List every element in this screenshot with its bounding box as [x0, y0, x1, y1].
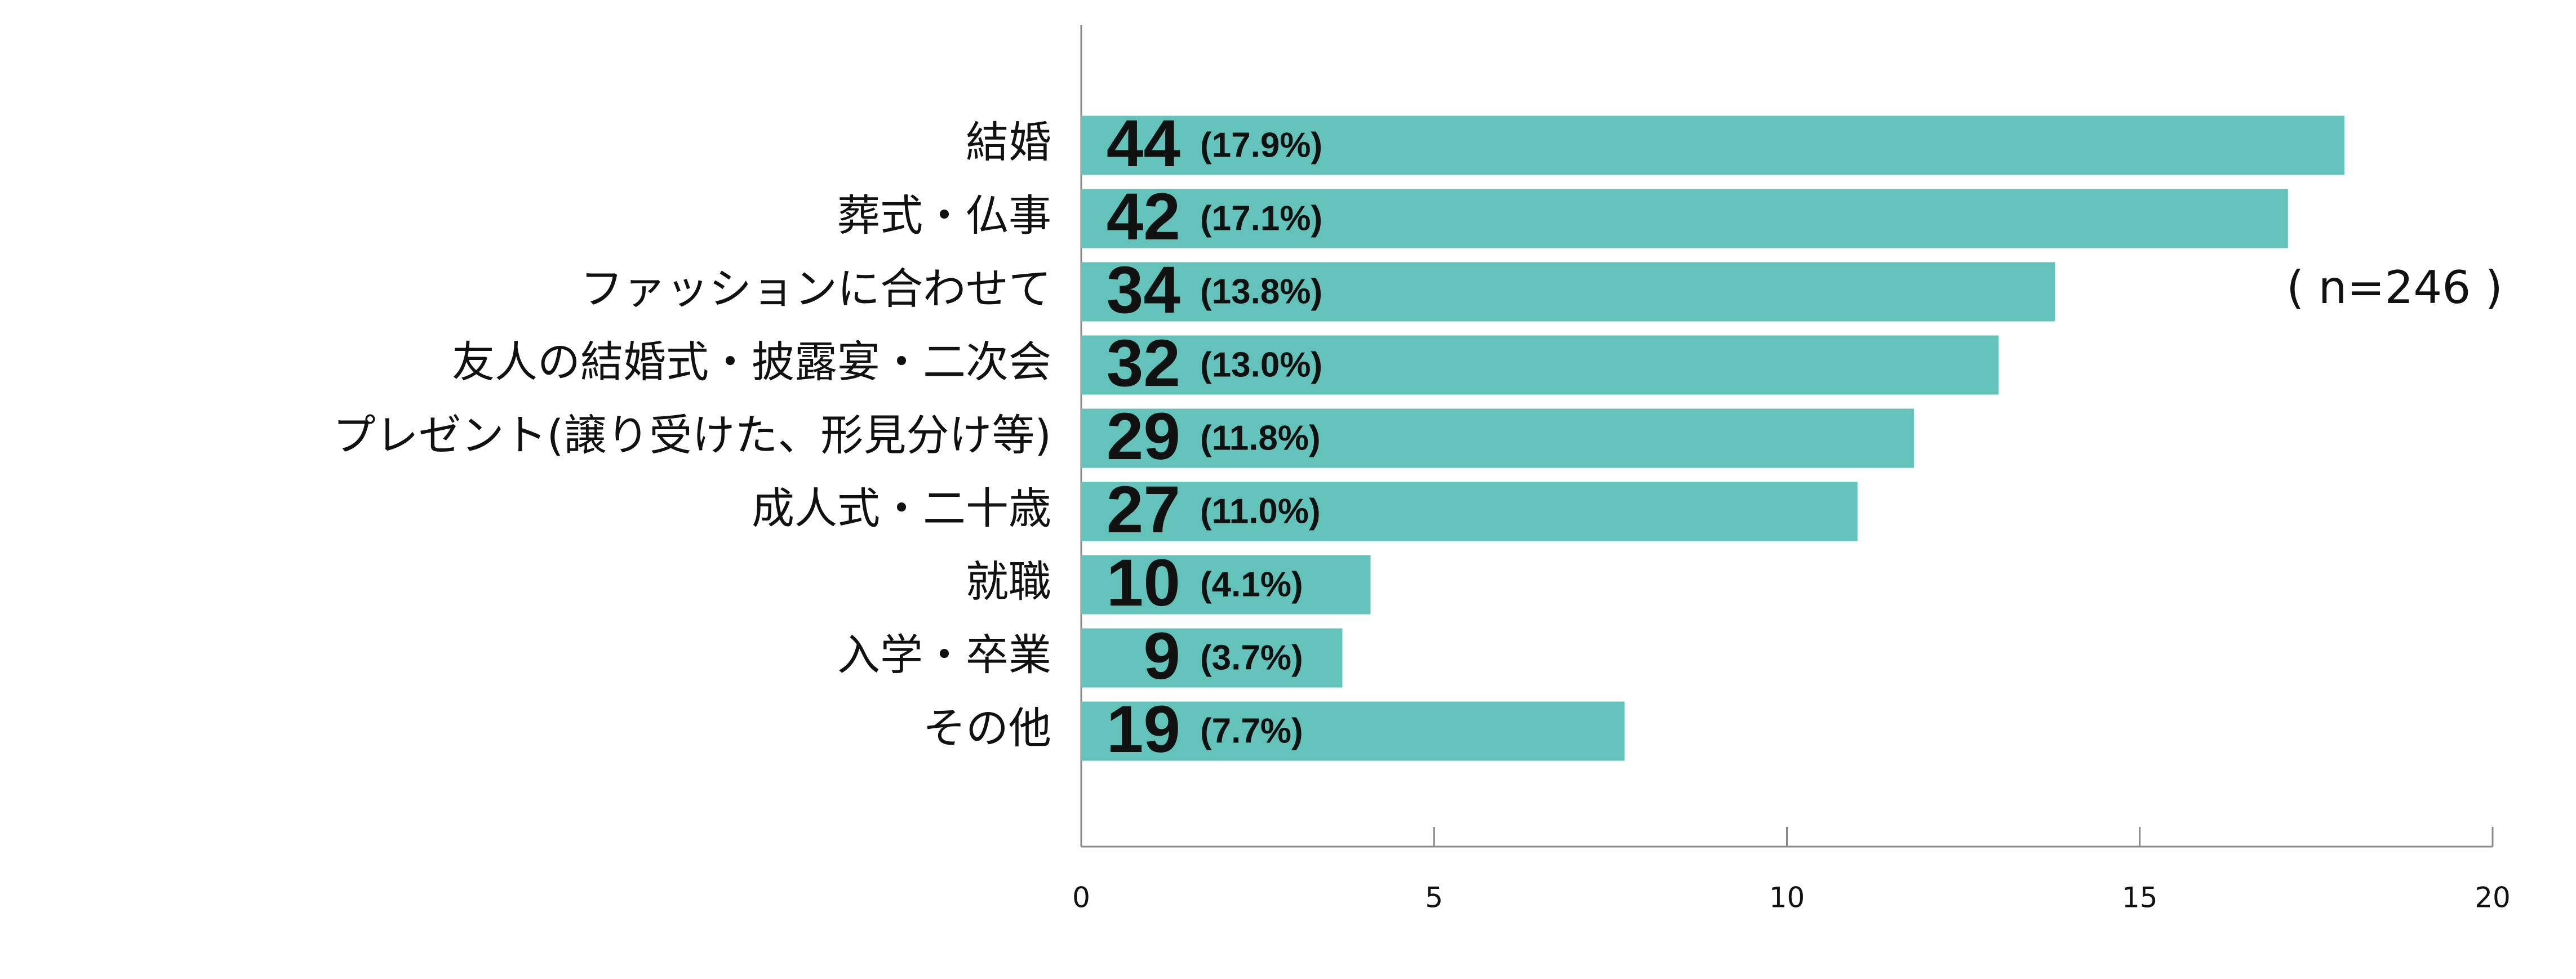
x-tick-label: 5: [1425, 882, 1443, 914]
bar: [1081, 701, 1625, 761]
value-label: (13.0%): [1200, 345, 1322, 384]
category-label: 入学・卒業: [837, 630, 1051, 680]
sample-size: ( n=246 ): [2286, 261, 2503, 314]
x-tick-label: 15: [2122, 882, 2158, 914]
count-label: 32: [1107, 326, 1180, 400]
bar: [1081, 335, 1999, 395]
value-label: (13.8%): [1200, 272, 1322, 311]
value-label: (3.7%): [1200, 638, 1303, 677]
category-label: 成人式・二十歳: [752, 483, 1051, 533]
bar: [1081, 262, 2055, 322]
count-label: 19: [1107, 692, 1180, 767]
count-label: 9: [1143, 619, 1180, 693]
bar: [1081, 482, 1858, 541]
bar: [1081, 115, 2344, 175]
x-tick-label: 10: [1769, 882, 1805, 914]
category-label: 就職: [966, 557, 1051, 607]
value-label: (17.9%): [1200, 126, 1322, 164]
value-label: (17.1%): [1200, 199, 1322, 238]
x-tick-label: 20: [2475, 882, 2511, 914]
count-label: 44: [1107, 106, 1180, 181]
count-label: 34: [1107, 253, 1180, 327]
category-label: 葬式・仏事: [837, 190, 1051, 241]
count-label: 27: [1107, 473, 1180, 547]
category-label: プレゼント(譲り受けた、形見分け等): [333, 410, 1051, 460]
value-label: (11.0%): [1200, 492, 1321, 531]
value-label: (7.7%): [1200, 711, 1303, 750]
x-tick-label: 0: [1072, 882, 1090, 914]
bar: [1081, 189, 2288, 248]
count-label: 42: [1107, 180, 1180, 254]
count-label: 29: [1107, 399, 1180, 474]
category-label: 友人の結婚式・披露宴・二次会: [452, 337, 1051, 387]
category-label: その他: [923, 703, 1051, 753]
value-label: (4.1%): [1200, 565, 1303, 604]
category-label: ファッションに合わせて: [580, 264, 1051, 314]
bar: [1081, 555, 1371, 615]
bar: [1081, 408, 1914, 468]
value-label: (11.8%): [1200, 419, 1321, 457]
category-label: 結婚: [966, 117, 1051, 167]
count-label: 10: [1107, 546, 1180, 620]
bar: [1081, 628, 1343, 688]
